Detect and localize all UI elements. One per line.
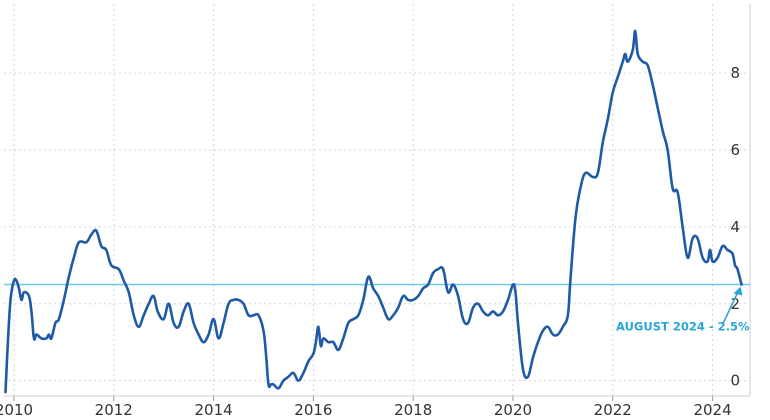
y-tick-label: 2	[730, 295, 740, 313]
x-tick-label: 2018	[394, 401, 432, 419]
y-axis-ticks: 0 2 4 6 8	[730, 64, 740, 389]
x-tick-label: 2022	[594, 401, 632, 419]
x-tick-label: 2010	[0, 401, 33, 419]
y-tick-label: 0	[730, 372, 740, 390]
y-tick-label: 4	[730, 218, 740, 236]
series-layer	[4, 29, 743, 394]
x-tick-label: 2020	[494, 401, 532, 419]
x-tick-label: 2012	[95, 401, 133, 419]
annotation-arrow-line	[722, 290, 740, 323]
x-axis-ticks: 2010 2012 2014 2016 2018 2020 2022 2024	[0, 396, 732, 419]
series-line	[4, 29, 743, 394]
x-tick-label: 2024	[693, 401, 731, 419]
annotation-label: AUGUST 2024 - 2.5%	[616, 320, 750, 334]
x-tick-label: 2014	[194, 401, 232, 419]
annotation-layer: AUGUST 2024 - 2.5%	[616, 286, 750, 334]
x-tick-label: 2016	[294, 401, 332, 419]
y-tick-label: 8	[730, 64, 740, 82]
annotation-arrow-head	[733, 286, 743, 296]
y-tick-label: 6	[730, 141, 740, 159]
gridlines	[4, 4, 751, 397]
